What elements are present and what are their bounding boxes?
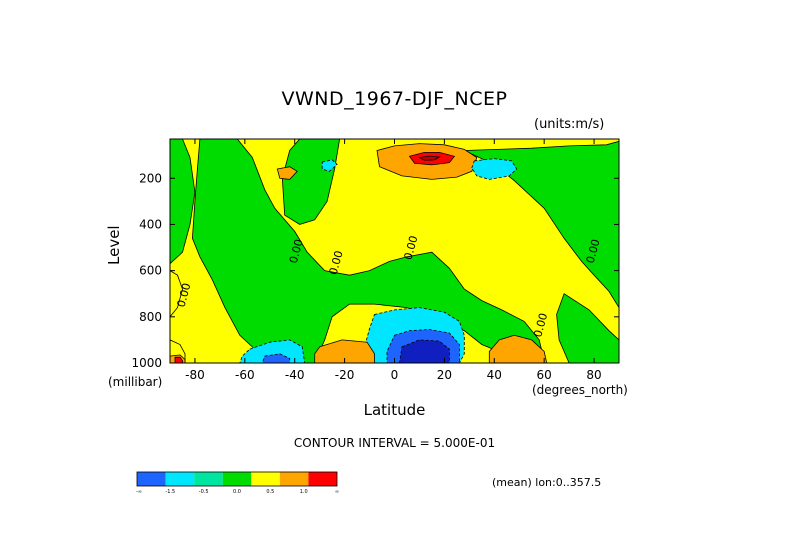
colorbar-label: -0.5 [199,489,209,495]
x-axis-label: Latitude [363,401,426,419]
x-tick-label: 80 [586,368,601,382]
y-axis-ticks: 200 400 600 800 1000 [131,171,619,370]
contour-label: 0.00 [531,312,550,339]
colorbar-swatch [165,472,195,486]
units-label: (units:m/s) [534,117,605,132]
contour-label: 0.00 [287,238,306,265]
colorbar-label: -∞ [136,489,142,495]
contour-region-negative [261,353,291,363]
x-tick-label: 0 [391,368,399,382]
x-tick-label: -80 [185,368,205,382]
contour-region-weak_negative [239,339,306,363]
contour-region-near_zero_negative [170,139,196,265]
colorbar-label: -1.5 [165,489,175,495]
contour-interval-text: CONTOUR INTERVAL = 5.000E-01 [293,436,496,450]
x-tick-label: -60 [235,368,255,382]
y-tick-label: 400 [139,217,162,231]
colorbar-swatch [251,472,280,486]
colorbar-label: ∞ [335,489,339,495]
contour-label: 0.00 [402,234,421,261]
y-tick-label: 800 [139,310,162,324]
contour-region-near_zero_negative [556,293,619,363]
y-tick-label: 200 [139,171,162,185]
colorbar: -∞ -1.5 -0.5 0.0 0.5 1.0 ∞ [136,471,339,495]
colorbar-swatch [279,472,309,486]
chart-title: VWND_1967-DJF_NCEP [281,88,508,110]
y-tick-label: 1000 [131,356,162,370]
colorbar-swatch [137,472,166,486]
contour-region-strong_positive [174,356,183,363]
contour-region-weak_negative [471,158,518,180]
contour-region-strong_negative [399,339,450,363]
contour-region-near_zero_negative [191,139,545,363]
x-tick-label: 40 [487,368,502,382]
colorbar-swatch [194,472,223,486]
contour-labels-layer: 0.00 0.00 0.00 0.00 0.00 0.00 [175,234,603,338]
colorbar-label: 0.0 [233,489,241,495]
contour-region-near_zero_positive [170,270,183,318]
contour-label: 0.00 [327,249,346,276]
colorbar-swatch [308,472,337,486]
contour-region-weak_negative [321,159,338,172]
contour-region-positive [314,339,375,363]
colorbar-swatch [222,472,252,486]
mean-longitude-text: (mean) lon:0..357.5 [492,476,602,489]
contour-label: 0.00 [175,282,194,309]
contour-label: 0.00 [584,238,603,265]
x-tick-label: 20 [437,368,452,382]
x-axis-ticks: -80 -60 -40 -20 0 20 40 60 80 [185,139,602,382]
x-tick-label: -40 [285,368,305,382]
contour-region-positive [276,166,298,180]
contour-region-positive [488,334,548,363]
x-tick-label: -20 [335,368,355,382]
x-tick-label: 60 [537,368,552,382]
contour-fill-layer [170,139,619,363]
y-tick-label: 600 [139,264,162,278]
y-axis-units: (millibar) [108,375,163,389]
colorbar-label: 0.5 [266,489,274,495]
contour-region-near_zero_negative [281,139,341,225]
contour-region-max_positive [418,155,441,161]
colorbar-label: 1.0 [300,489,308,495]
x-axis-units: (degrees_north) [532,383,628,397]
colorbar-frame [136,471,338,487]
